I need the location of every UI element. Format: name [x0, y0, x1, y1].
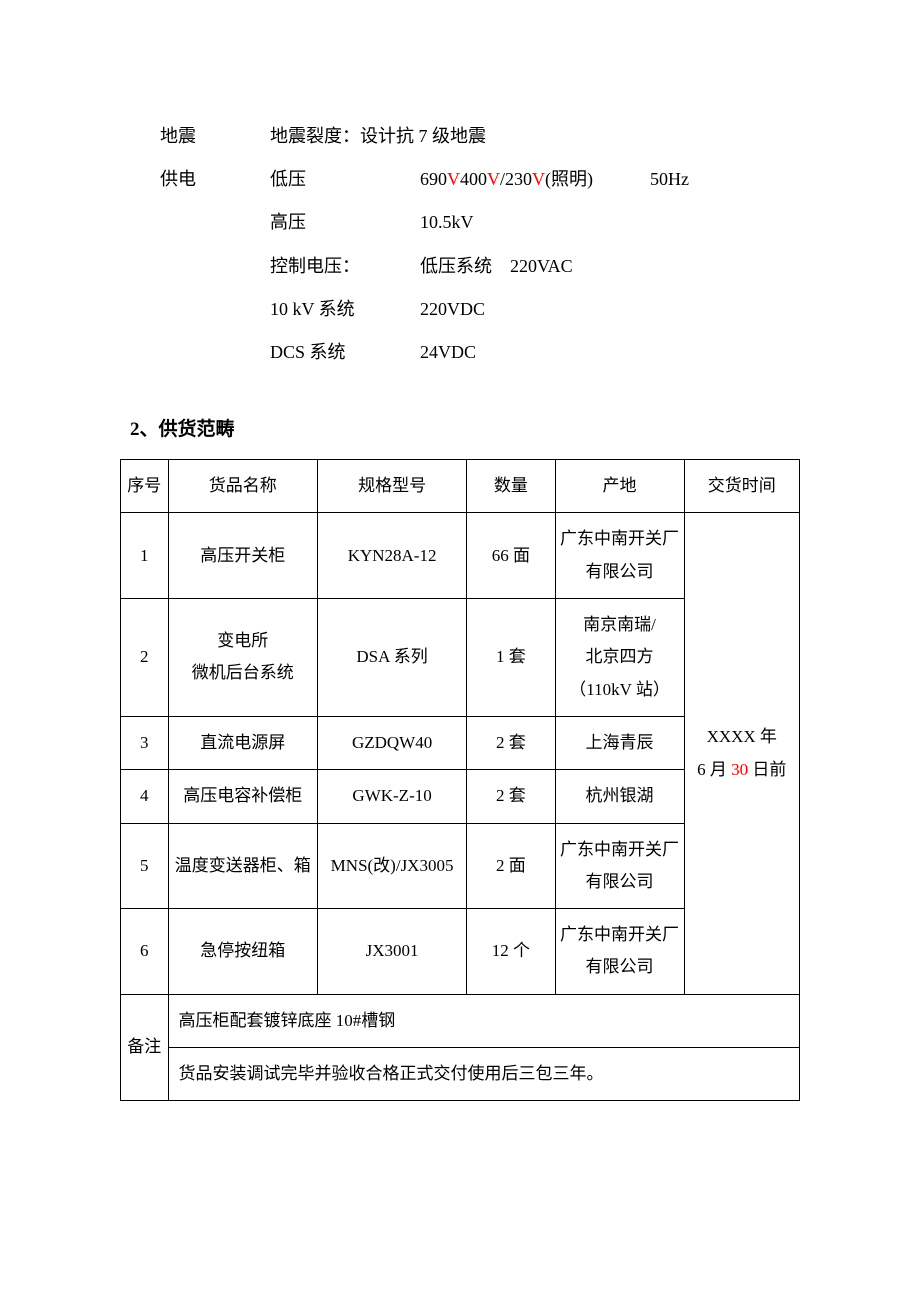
- col-header-model: 规格型号: [317, 460, 466, 513]
- cell-idx: 2: [121, 599, 169, 717]
- note-line: 货品安装调试完毕并验收合格正式交付使用后三包三年。: [168, 1047, 799, 1100]
- spec-value: 地震裂度：设计抗 7 级地震: [270, 115, 486, 158]
- cell-qty: 2 面: [467, 823, 555, 909]
- text: 220VAC: [510, 256, 573, 276]
- cell-origin: 杭州银湖: [555, 770, 684, 823]
- spec-sublabel: DCS 系统: [270, 331, 420, 374]
- supply-table: 序号 货品名称 规格型号 数量 产地 交货时间 1 高压开关柜 KYN28A-1…: [120, 459, 800, 1101]
- table-row: 1 高压开关柜 KYN28A-12 66 面 广东中南开关厂有限公司 XXXX …: [121, 513, 800, 599]
- spec-row-power-high: 高压 10.5kV: [160, 201, 800, 244]
- spec-value: 24VDC: [420, 331, 650, 374]
- spec-row-power-low: 供电 低压 690V400V/230V(照明) 50Hz: [160, 158, 800, 201]
- cell-qty: 2 套: [467, 716, 555, 769]
- table-header-row: 序号 货品名称 规格型号 数量 产地 交货时间: [121, 460, 800, 513]
- note-line: 高压柜配套镀锌底座 10#槽钢: [168, 994, 799, 1047]
- cell-origin: 广东中南开关厂有限公司: [555, 909, 684, 995]
- spec-extra: 50Hz: [650, 158, 689, 201]
- text: 690: [420, 169, 447, 189]
- spec-row-10kv: 10 kV 系统 220VDC: [160, 288, 800, 331]
- spec-value: 220VDC: [420, 288, 650, 331]
- cell-model: GZDQW40: [317, 716, 466, 769]
- cell-name: 温度变送器柜、箱: [168, 823, 317, 909]
- cell-origin: 广东中南开关厂有限公司: [555, 823, 684, 909]
- col-header-idx: 序号: [121, 460, 169, 513]
- text: (照明): [545, 169, 593, 189]
- cell-model: JX3001: [317, 909, 466, 995]
- spec-sublabel: 高压: [270, 201, 420, 244]
- col-header-qty: 数量: [467, 460, 555, 513]
- cell-idx: 6: [121, 909, 169, 995]
- cell-idx: 1: [121, 513, 169, 599]
- spec-sublabel: 低压: [270, 158, 420, 201]
- col-header-delivery: 交货时间: [684, 460, 799, 513]
- cell-model: DSA 系列: [317, 599, 466, 717]
- spec-value: 低压系统 220VAC: [420, 245, 650, 288]
- table-note-row: 货品安装调试完毕并验收合格正式交付使用后三包三年。: [121, 1047, 800, 1100]
- cell-idx: 5: [121, 823, 169, 909]
- text: 低压系统: [420, 256, 492, 276]
- note-label: 备注: [121, 994, 169, 1101]
- spec-label: 地震: [160, 115, 270, 158]
- cell-delivery: XXXX 年6 月 30 日前: [684, 513, 799, 994]
- document-page: 地震 地震裂度：设计抗 7 级地震 供电 低压 690V400V/230V(照明…: [0, 0, 920, 1101]
- cell-origin: 上海青辰: [555, 716, 684, 769]
- cell-name: 急停按纽箱: [168, 909, 317, 995]
- cell-origin: 广东中南开关厂有限公司: [555, 513, 684, 599]
- cell-idx: 3: [121, 716, 169, 769]
- spec-value: 10.5kV: [420, 201, 650, 244]
- spec-value: 690V400V/230V(照明): [420, 158, 650, 201]
- cell-name: 高压电容补偿柜: [168, 770, 317, 823]
- text-red: V: [447, 169, 460, 189]
- cell-qty: 2 套: [467, 770, 555, 823]
- cell-origin: 南京南瑞/北京四方（110kV 站）: [555, 599, 684, 717]
- cell-qty: 12 个: [467, 909, 555, 995]
- spec-row-dcs: DCS 系统 24VDC: [160, 331, 800, 374]
- cell-name: 直流电源屏: [168, 716, 317, 769]
- cell-name: 高压开关柜: [168, 513, 317, 599]
- spec-row-earthquake: 地震 地震裂度：设计抗 7 级地震: [160, 115, 800, 158]
- cell-model: MNS(改)/JX3005: [317, 823, 466, 909]
- table-note-row: 备注 高压柜配套镀锌底座 10#槽钢: [121, 994, 800, 1047]
- spec-sublabel: 控制电压：: [270, 245, 420, 288]
- spec-sublabel: 10 kV 系统: [270, 288, 420, 331]
- spec-label: 供电: [160, 158, 270, 201]
- text-red: V: [487, 169, 500, 189]
- cell-name: 变电所微机后台系统: [168, 599, 317, 717]
- spec-list: 地震 地震裂度：设计抗 7 级地震 供电 低压 690V400V/230V(照明…: [160, 115, 800, 374]
- col-header-name: 货品名称: [168, 460, 317, 513]
- section-heading: 2、供货范畴: [130, 414, 800, 441]
- cell-model: KYN28A-12: [317, 513, 466, 599]
- text-red: V: [532, 169, 545, 189]
- text: /230: [500, 169, 532, 189]
- col-header-origin: 产地: [555, 460, 684, 513]
- text: 日前: [748, 760, 786, 779]
- cell-qty: 66 面: [467, 513, 555, 599]
- cell-idx: 4: [121, 770, 169, 823]
- spec-row-control-voltage: 控制电压： 低压系统 220VAC: [160, 245, 800, 288]
- text-red: 30: [731, 760, 748, 779]
- cell-qty: 1 套: [467, 599, 555, 717]
- cell-model: GWK-Z-10: [317, 770, 466, 823]
- text: 400: [460, 169, 487, 189]
